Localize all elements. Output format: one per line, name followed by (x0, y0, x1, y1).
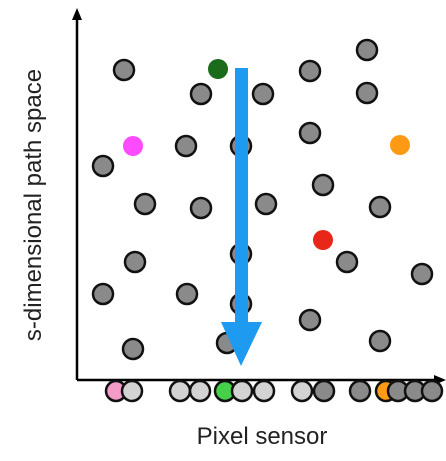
sample-point (298, 59, 322, 83)
sensor-pixel (188, 379, 212, 403)
sample-point (355, 81, 379, 105)
sample-point (174, 134, 198, 158)
projection-arrow-shaft (235, 68, 248, 326)
sample-point (189, 82, 213, 106)
sample-point (368, 195, 392, 219)
sensor-pixel (120, 379, 144, 403)
projection-arrow-head (221, 322, 262, 366)
sample-point (410, 262, 434, 286)
sample-point (133, 192, 157, 216)
sensor-pixel (312, 379, 336, 403)
sample-point (175, 282, 199, 306)
green-sample (208, 59, 228, 79)
sample-point (368, 329, 392, 353)
sample-point (298, 121, 322, 145)
sensor-pixel (168, 379, 192, 403)
sample-point (251, 82, 275, 106)
sensor-pixel (252, 379, 276, 403)
sensor-pixel (348, 379, 372, 403)
sample-point (121, 337, 145, 361)
y-axis-label: s-dimensional path space (20, 69, 47, 341)
sensor-pixel (420, 379, 444, 403)
pixel-sensor-row (104, 379, 444, 403)
sample-point (112, 58, 136, 82)
red-sample (313, 230, 333, 250)
x-axis-label: Pixel sensor (197, 423, 328, 450)
orange-sample (390, 135, 410, 155)
sample-point (355, 38, 379, 62)
sample-point (298, 308, 322, 332)
sample-point (91, 282, 115, 306)
sample-point (254, 192, 278, 216)
magenta-sample (123, 136, 143, 156)
sensor-pixel (290, 379, 314, 403)
sample-point (311, 173, 335, 197)
sample-point (123, 250, 147, 274)
path-samples (91, 38, 434, 361)
sample-point (91, 154, 115, 178)
sample-point (335, 250, 359, 274)
sensor-pixel (230, 379, 254, 403)
y-axis-arrowhead (72, 8, 82, 20)
sample-point (189, 196, 213, 220)
